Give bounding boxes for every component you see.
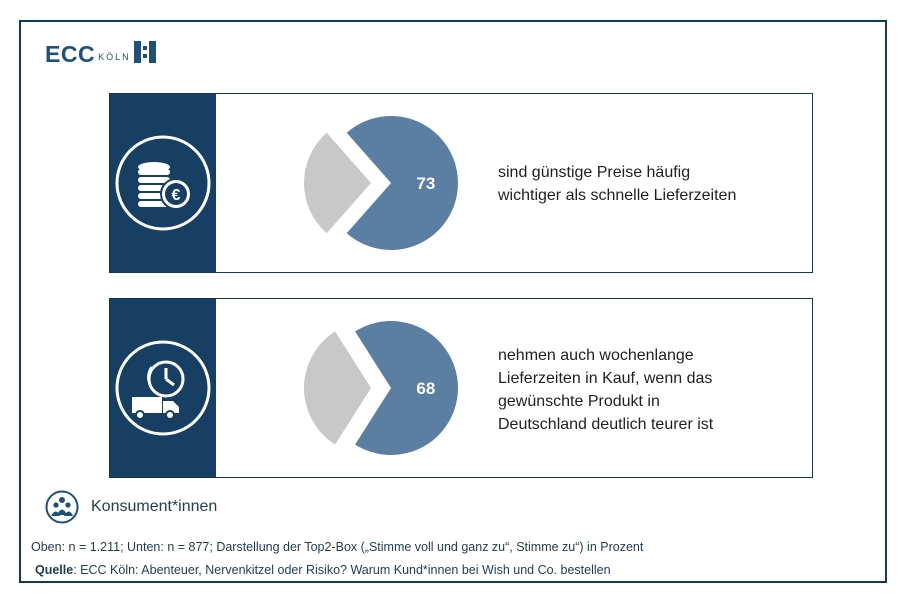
clock-delivery-van-icon: [114, 339, 212, 437]
logo-city: KÖLN: [98, 52, 131, 62]
ecc-logo: ECC KÖLN: [45, 36, 156, 66]
logo-brand: ECC: [45, 41, 96, 67]
statement-text: nehmen auch wochenlange Lieferzeiten in …: [498, 344, 713, 436]
statement-text: sind günstige Preise häufig wichtiger al…: [498, 161, 736, 207]
statement-line: gewünschte Produkt in: [498, 393, 660, 410]
source-text: : ECC Köln: Abenteuer, Nervenkitzel oder…: [73, 563, 611, 577]
svg-text:€: €: [172, 187, 181, 204]
pie-slice-main: [355, 321, 458, 455]
source-label: Quelle: [35, 563, 74, 577]
statement-line: wichtiger als schnelle Lieferzeiten: [498, 187, 737, 204]
pie-slice-main: [346, 116, 458, 251]
icon-band: €: [110, 94, 216, 272]
pie-slice-rest: [304, 132, 371, 234]
footnote: Oben: n = 1.211; Unten: n = 877; Darstel…: [31, 540, 644, 554]
pie-chart-2: 68: [304, 321, 458, 455]
statement-line: nehmen auch wochenlange: [498, 347, 694, 364]
pie-slice-rest: [304, 331, 371, 445]
icon-band: [110, 299, 216, 477]
people-group-icon: [45, 490, 79, 524]
pie-data-label: 73: [416, 174, 435, 193]
stat-panel-delivery: 68 nehmen auch wochenlange Lieferzeiten …: [109, 298, 813, 478]
stat-panel-prices: € 73 sind günstige Preise häufig wichtig…: [109, 93, 813, 273]
statement-line: Deutschland deutlich teurer ist: [498, 416, 714, 433]
infographic-frame: ECC KÖLN: [19, 20, 887, 583]
source-note: Quelle: ECC Köln: Abenteuer, Nervenkitze…: [35, 563, 611, 577]
pie-data-label: 68: [416, 379, 435, 398]
pie-chart-1: 73: [304, 116, 458, 251]
statement-line: sind günstige Preise häufig: [498, 164, 691, 181]
legend-label: Konsument*innen: [91, 498, 218, 515]
legend: Konsument*innen: [45, 490, 217, 524]
statement-line: Lieferzeiten in Kauf, wenn das: [498, 370, 713, 387]
logo-mark-icon: [133, 41, 156, 63]
coins-euro-icon: €: [114, 134, 212, 232]
